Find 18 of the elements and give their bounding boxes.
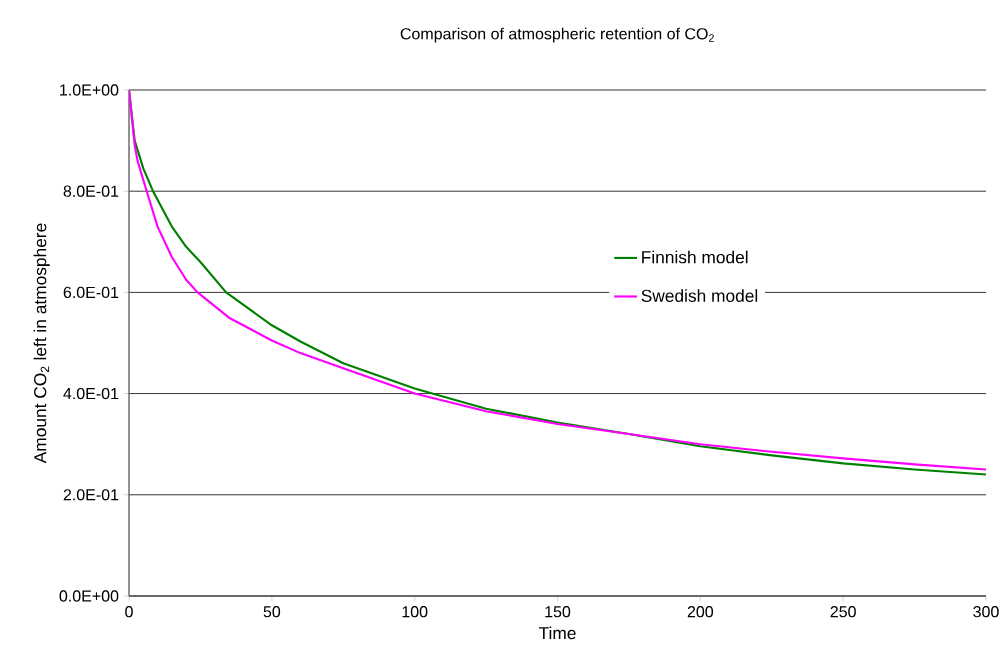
y-tick-label: 6.0E-01	[63, 286, 119, 299]
chart-title: Comparison of atmospheric retention of CO$_{2}$	[400, 27, 714, 43]
legend-label: Finnish model	[642, 250, 748, 264]
y-tick-label: 2.0E-01	[63, 489, 119, 501]
x-tick-label: 50	[263, 606, 281, 618]
x-tick-label: 100	[402, 606, 428, 618]
x-tick-label: 200	[687, 606, 714, 618]
x-tick-label: 150	[545, 606, 571, 618]
x-tick-label: 300	[973, 606, 999, 618]
y-tick-label: 4.0E-01	[63, 387, 119, 400]
x-tick-label: 0	[125, 606, 133, 618]
y-tick-label: 8.0E-01	[63, 185, 119, 197]
y-axis-title: Amount CO$_{2}$ left in atmosphere	[33, 223, 50, 464]
y-tick-label: 0.0E+00	[59, 590, 119, 602]
x-axis-title: Time	[538, 626, 576, 640]
y-tick-label: 1.0E+00	[60, 84, 119, 96]
legend-label: Swedish model	[641, 289, 758, 302]
x-tick-label: 250	[830, 606, 856, 618]
